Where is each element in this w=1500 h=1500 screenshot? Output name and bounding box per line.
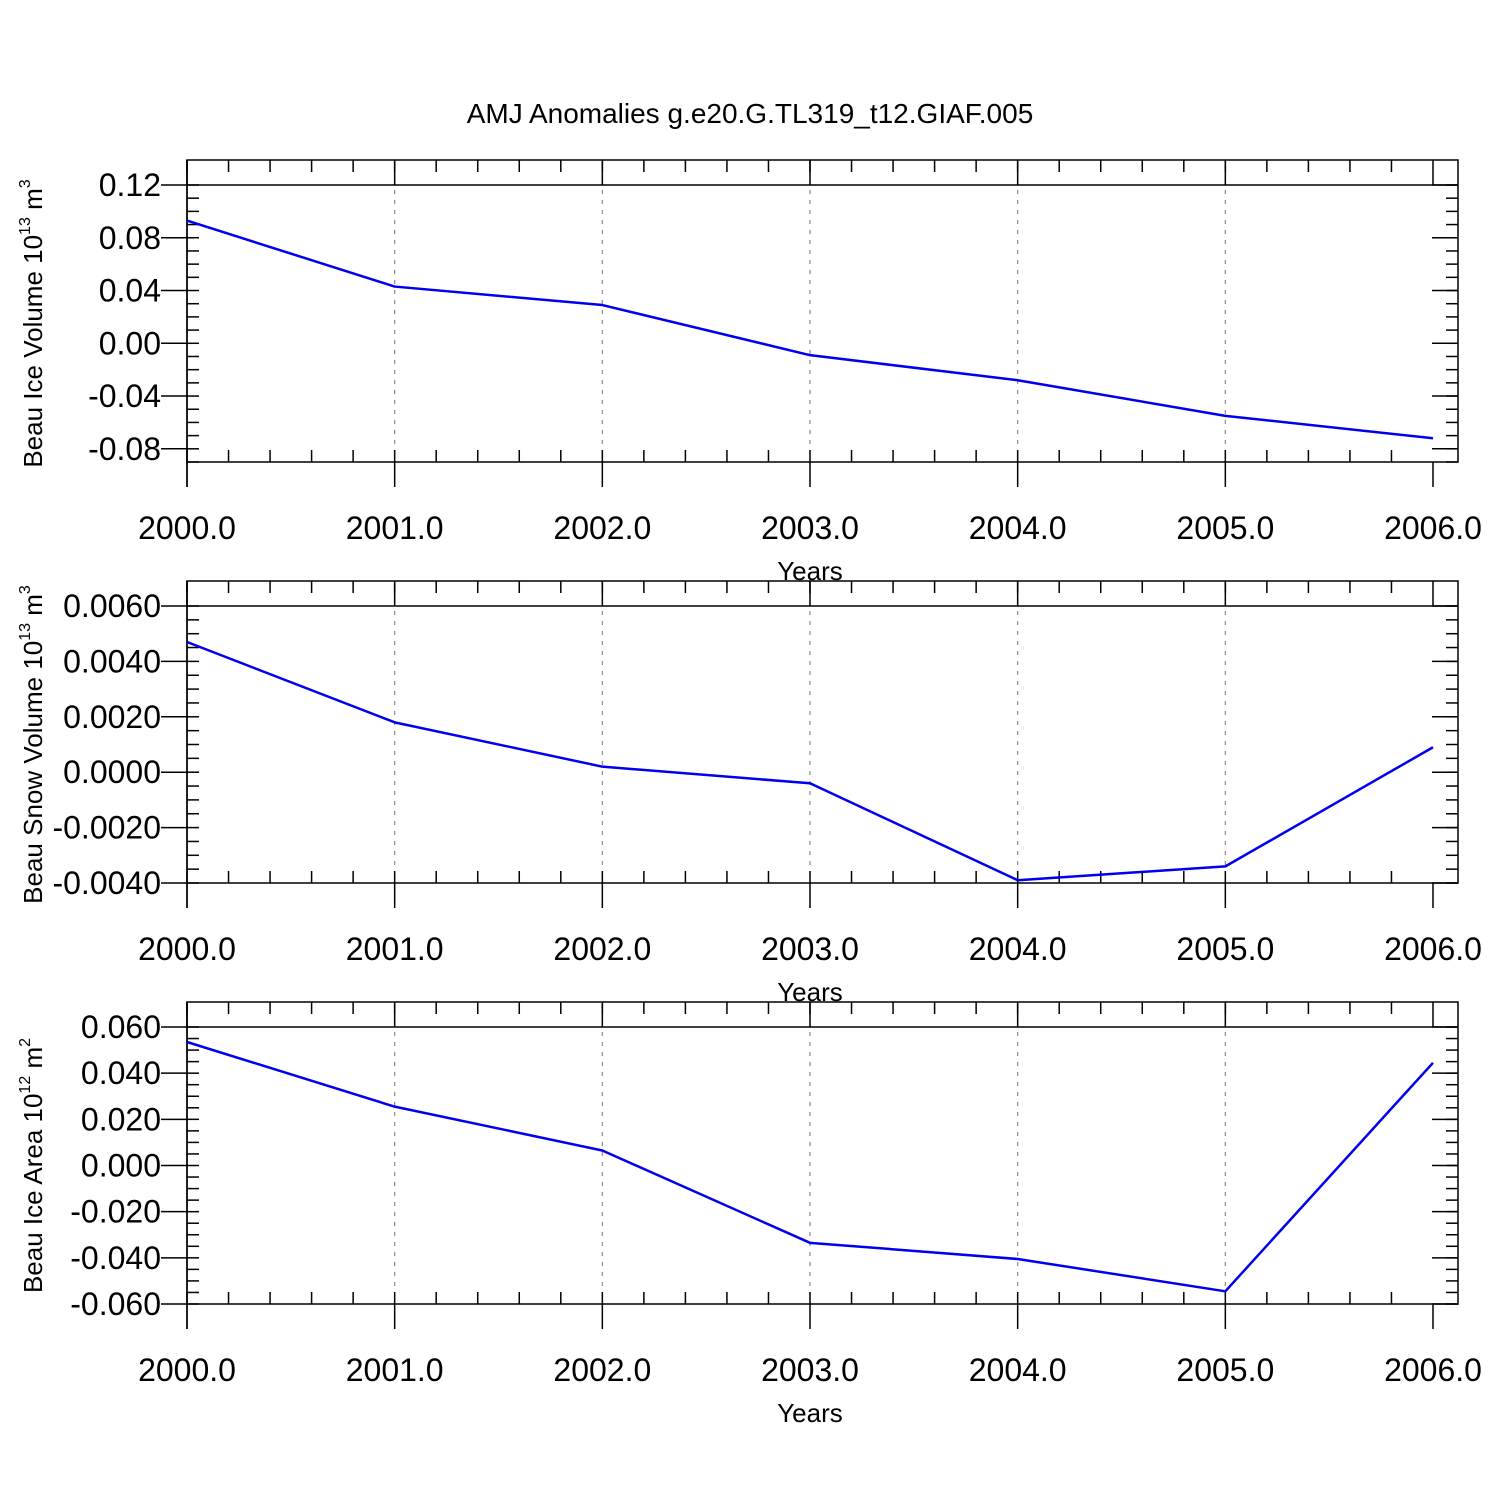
y-tick-label: 0.0060 (63, 588, 161, 624)
y-tick-label: 0.08 (99, 220, 161, 256)
x-tick-label: 2001.0 (346, 510, 444, 546)
y-tick-label: 0.12 (99, 167, 161, 203)
y-tick-label: 0.0020 (63, 699, 161, 735)
x-tick-label: 2000.0 (138, 510, 236, 546)
y-tick-label: -0.060 (70, 1286, 161, 1322)
y-axis-title: Beau Ice Area 1012 m2 (17, 1038, 48, 1293)
y-tick-label: 0.020 (81, 1101, 161, 1137)
x-tick-label: 2002.0 (553, 510, 651, 546)
y-tick-label: -0.020 (70, 1194, 161, 1230)
y-tick-label: -0.0020 (52, 810, 161, 846)
x-tick-label: 2004.0 (969, 931, 1067, 967)
x-axis-title: Years (777, 1398, 843, 1428)
y-axis-title: Beau Snow Volume 1013 m3 (17, 585, 48, 904)
y-tick-label: 0.060 (81, 1009, 161, 1045)
x-tick-label: 2003.0 (761, 931, 859, 967)
x-tick-label: 2002.0 (553, 931, 651, 967)
y-tick-label: 0.04 (99, 273, 161, 309)
x-tick-label: 2004.0 (969, 1352, 1067, 1388)
plot-frame (186, 580, 1459, 884)
x-tick-label: 2006.0 (1384, 510, 1482, 546)
x-tick-label: 2004.0 (969, 510, 1067, 546)
plot-frame (186, 1001, 1459, 1305)
y-tick-label: -0.040 (70, 1240, 161, 1276)
x-tick-label: 2005.0 (1176, 510, 1274, 546)
y-tick-label: -0.0040 (52, 865, 161, 901)
plot-frame (186, 159, 1459, 463)
figure-title: AMJ Anomalies g.e20.G.TL319_t12.GIAF.005 (467, 98, 1034, 129)
panel-ice-volume: -0.08 -0.04 0.00 0.04 0.08 0.12 2000.0 2001.0 20… (17, 159, 1482, 586)
x-tick-label: 2001.0 (346, 931, 444, 967)
y-tick-label: 0.0040 (63, 643, 161, 679)
panel-snow-volume: -0.0040 -0.0020 0.0000 0.0020 0.0040 0.0060 20… (17, 580, 1482, 1007)
x-tick-label: 2001.0 (346, 1352, 444, 1388)
x-tick-label: 2003.0 (761, 1352, 859, 1388)
y-tick-label: -0.08 (88, 431, 161, 467)
panel-ice-area: -0.060 -0.040 -0.020 0.000 0.020 0.040 0.060 20… (17, 1001, 1482, 1428)
y-tick-label: 0.00 (99, 325, 161, 361)
x-tick-label: 2002.0 (553, 1352, 651, 1388)
y-tick-label: 0.0000 (63, 754, 161, 790)
y-tick-label: 0.000 (81, 1148, 161, 1184)
x-tick-label: 2000.0 (138, 931, 236, 967)
x-tick-label: 2005.0 (1176, 931, 1274, 967)
x-tick-label: 2003.0 (761, 510, 859, 546)
x-tick-label: 2006.0 (1384, 1352, 1482, 1388)
x-tick-label: 2006.0 (1384, 931, 1482, 967)
x-tick-label: 2000.0 (138, 1352, 236, 1388)
y-tick-label: -0.04 (88, 378, 161, 414)
x-tick-label: 2005.0 (1176, 1352, 1274, 1388)
y-tick-label: 0.040 (81, 1055, 161, 1091)
y-axis-title: Beau Ice Volume 1013 m3 (17, 179, 48, 467)
